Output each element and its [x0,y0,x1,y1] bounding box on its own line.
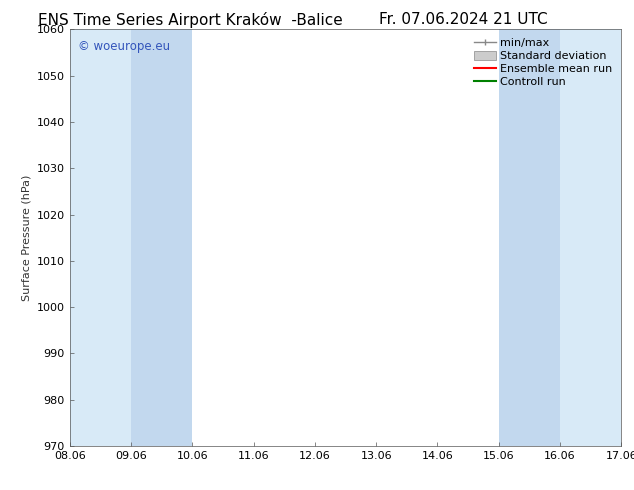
Bar [499,29,560,446]
Text: ENS Time Series Airport Kraków  -Balice: ENS Time Series Airport Kraków -Balice [38,12,342,28]
Text: © woeurope.eu: © woeurope.eu [78,40,170,53]
Bar [499,29,560,446]
Bar [131,29,192,446]
Legend: min/max, Standard deviation, Ensemble mean run, Controll run: min/max, Standard deviation, Ensemble me… [470,35,616,90]
Bar [70,29,131,446]
Bar [560,29,621,446]
Bar [131,29,192,446]
Text: Fr. 07.06.2024 21 UTC: Fr. 07.06.2024 21 UTC [378,12,547,27]
Y-axis label: Surface Pressure (hPa): Surface Pressure (hPa) [21,174,31,301]
